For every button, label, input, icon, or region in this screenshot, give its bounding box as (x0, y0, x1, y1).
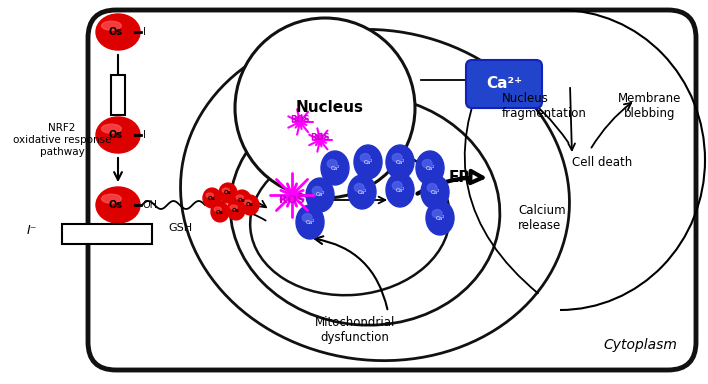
Ellipse shape (416, 151, 444, 185)
Ellipse shape (203, 188, 221, 208)
Ellipse shape (302, 214, 312, 222)
Text: Nucleus: Nucleus (296, 101, 364, 116)
Ellipse shape (354, 184, 364, 192)
Text: I⁻: I⁻ (27, 223, 38, 237)
Ellipse shape (101, 124, 121, 133)
Ellipse shape (392, 182, 402, 190)
Text: Os: Os (216, 210, 224, 215)
Ellipse shape (327, 159, 337, 168)
Ellipse shape (392, 154, 402, 162)
Text: Os: Os (109, 200, 122, 210)
Text: ROS: ROS (279, 195, 305, 205)
Ellipse shape (321, 151, 349, 185)
Text: ROS: ROS (290, 116, 310, 124)
Ellipse shape (386, 145, 414, 179)
FancyBboxPatch shape (88, 10, 696, 370)
Ellipse shape (211, 202, 229, 222)
Ellipse shape (214, 207, 222, 212)
Text: OH: OH (142, 200, 158, 210)
Ellipse shape (101, 194, 121, 203)
Text: I: I (142, 130, 146, 140)
Text: Os: Os (238, 197, 246, 202)
Text: Os: Os (208, 195, 216, 200)
Ellipse shape (354, 145, 382, 179)
Text: Os: Os (224, 190, 232, 195)
Circle shape (235, 18, 415, 198)
Text: Os: Os (246, 202, 254, 207)
Ellipse shape (222, 188, 229, 192)
Text: Mitochondrial
dysfunction: Mitochondrial dysfunction (315, 316, 395, 344)
Ellipse shape (227, 200, 245, 220)
Ellipse shape (230, 205, 237, 210)
Ellipse shape (96, 117, 140, 153)
Ellipse shape (101, 21, 121, 30)
Ellipse shape (306, 178, 334, 212)
Text: ROS: ROS (310, 134, 330, 142)
Text: Calcium
release: Calcium release (518, 204, 566, 232)
Ellipse shape (96, 187, 140, 223)
Text: Membrane
blebbing: Membrane blebbing (618, 92, 682, 120)
FancyBboxPatch shape (466, 60, 542, 108)
Text: Ca²: Ca² (426, 166, 435, 170)
Ellipse shape (422, 159, 432, 168)
Text: Ca²: Ca² (395, 187, 405, 192)
Text: Os: Os (232, 207, 240, 212)
Text: Os: Os (109, 27, 122, 37)
Ellipse shape (244, 200, 251, 205)
Ellipse shape (236, 195, 244, 200)
Text: GSH: GSH (168, 223, 192, 233)
Text: Os: Os (109, 130, 122, 140)
Text: I: I (142, 27, 146, 37)
Ellipse shape (241, 195, 259, 215)
Ellipse shape (386, 173, 414, 207)
Text: Ca²: Ca² (358, 189, 367, 195)
Text: Ca²⁺: Ca²⁺ (486, 76, 522, 91)
Ellipse shape (206, 193, 213, 197)
Ellipse shape (296, 205, 324, 239)
Text: Ca²: Ca² (363, 159, 372, 164)
Text: Ca²: Ca² (315, 192, 325, 197)
Text: NRF2
oxidative response
pathway: NRF2 oxidative response pathway (13, 123, 111, 157)
Ellipse shape (426, 201, 454, 235)
Ellipse shape (219, 183, 237, 203)
Text: Ca²: Ca² (430, 189, 440, 195)
Ellipse shape (360, 154, 370, 162)
Text: Nucleus
fragmentation: Nucleus fragmentation (502, 92, 587, 120)
Ellipse shape (421, 175, 449, 209)
Text: Ca²: Ca² (435, 215, 445, 220)
Text: Ca²: Ca² (395, 159, 405, 164)
Ellipse shape (96, 14, 140, 50)
FancyBboxPatch shape (62, 224, 152, 244)
Ellipse shape (428, 184, 437, 192)
Ellipse shape (233, 190, 251, 210)
Text: Ca²: Ca² (331, 166, 340, 170)
Text: Cell death: Cell death (572, 157, 632, 169)
FancyBboxPatch shape (111, 75, 125, 115)
Ellipse shape (348, 175, 376, 209)
Ellipse shape (312, 187, 322, 195)
Text: Ca²: Ca² (305, 220, 314, 225)
Ellipse shape (433, 210, 442, 218)
Text: ER: ER (449, 170, 471, 185)
Text: Cytoplasm: Cytoplasm (603, 338, 677, 352)
